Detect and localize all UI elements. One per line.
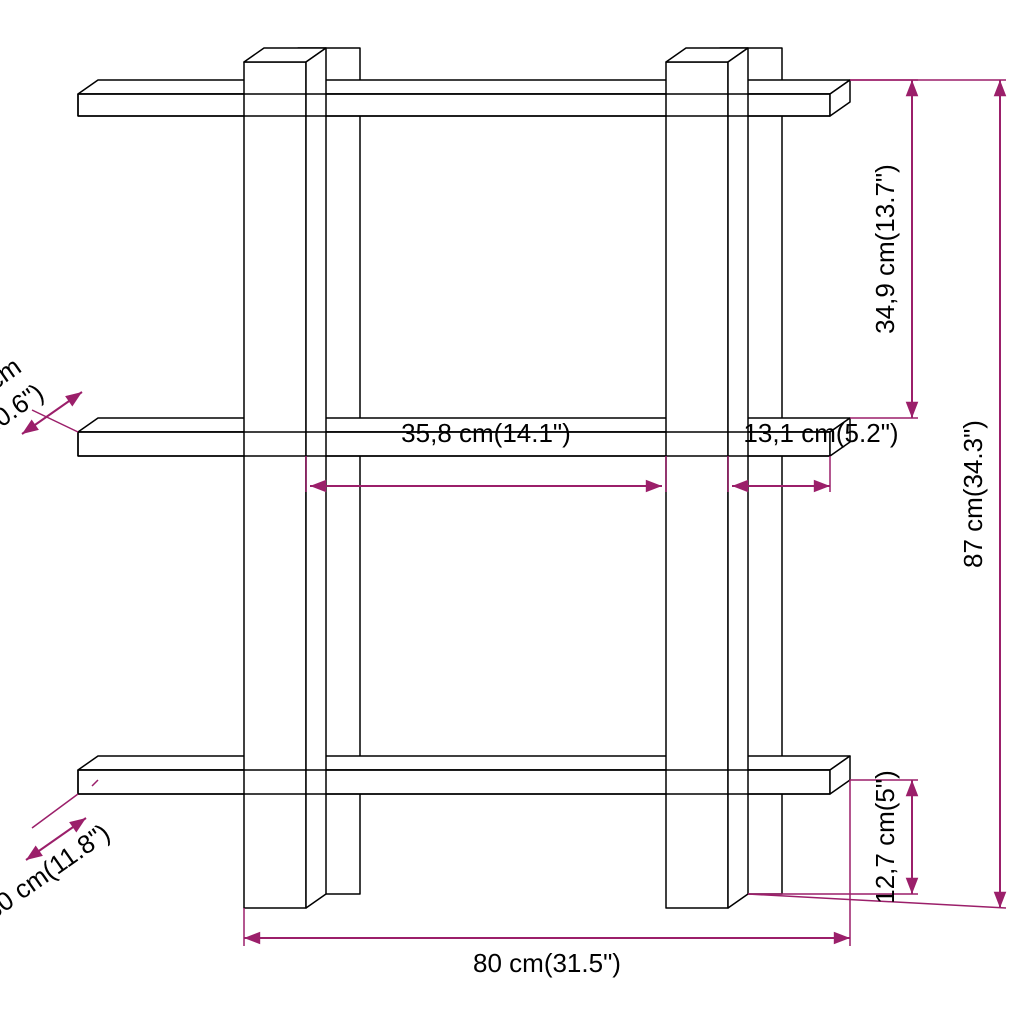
dim-depth-bottom-label: 30 cm(11.8") [0,817,115,925]
dim-height-total-label: 87 cm(34.3") [958,420,988,568]
dim-overhang-label: 13,1 cm(5.2") [743,418,898,448]
dim-height-foot-label: 12,7 cm(5") [870,770,900,904]
dim-midgap-label: 35,8 cm(14.1") [401,418,571,448]
dim-height-topgap-label: 34,9 cm(13.7") [870,164,900,334]
furniture-dimension-diagram: 80 cm(31.5")30 cm(11.8")27 cm(10.6")35,8… [0,0,1024,1024]
dim-width-label: 80 cm(31.5") [473,948,621,978]
